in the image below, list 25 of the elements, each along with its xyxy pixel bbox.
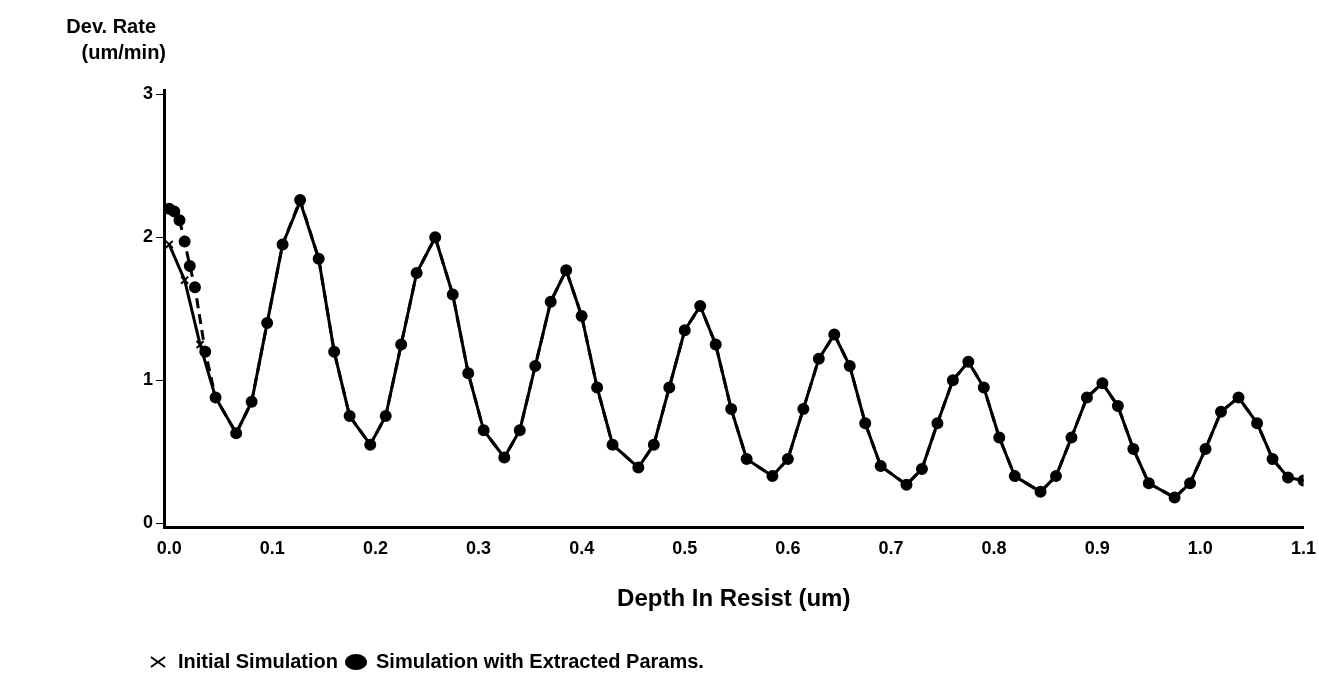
y-tick-label: 3	[143, 83, 154, 104]
y-tick-label: 0	[143, 512, 154, 533]
x-tick-label: 1.0	[1187, 538, 1213, 559]
x-tick-label: 0.8	[981, 538, 1007, 559]
point	[188, 281, 201, 294]
point	[178, 235, 191, 248]
x-tick-label: 0.7	[878, 538, 904, 559]
x-tick-label: 1.1	[1290, 538, 1316, 559]
y-tick-label: 2	[143, 226, 154, 247]
x-tick-label: 0.9	[1084, 538, 1110, 559]
legend-label: Simulation with Extracted Params.	[376, 649, 704, 672]
x-tick-label: 0.2	[362, 538, 388, 559]
point	[183, 259, 196, 272]
x-axis-title: Depth In Resist (um)	[617, 584, 851, 612]
point	[173, 214, 186, 227]
x-tick-label: 0.4	[569, 538, 595, 559]
x-tick-label: 0.6	[775, 538, 801, 559]
x-tick-label: 0.1	[259, 538, 285, 559]
x-tick-label: 0.5	[672, 538, 698, 559]
x-tick-label: 0.0	[156, 538, 182, 559]
y-axis-title: Dev. Rate (um/min)	[66, 14, 167, 63]
x-tick-label: 0.3	[466, 538, 492, 559]
legend-label: Initial Simulation	[178, 649, 339, 672]
y-tick-label: 1	[143, 369, 154, 390]
point	[168, 205, 181, 218]
